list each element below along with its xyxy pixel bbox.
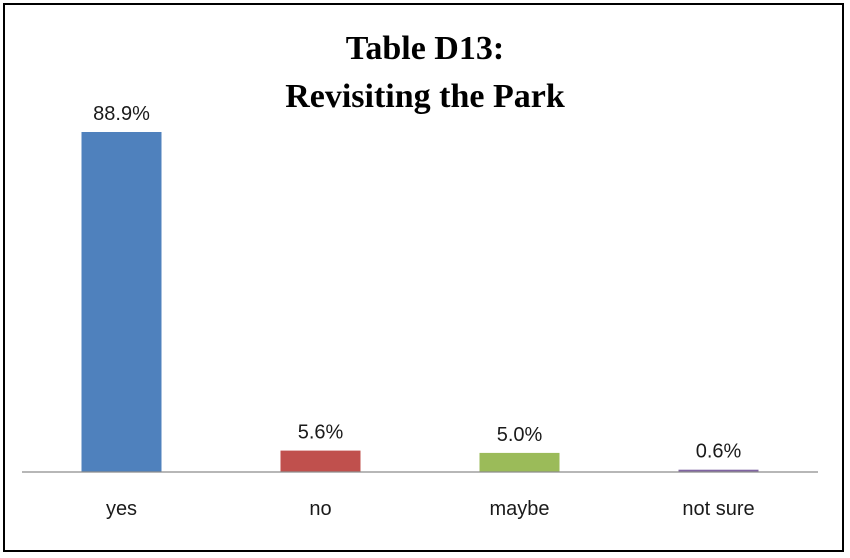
category-label-maybe: maybe (489, 498, 549, 520)
bar-no (280, 450, 361, 472)
chart-title-line-2: Revisiting the Park (285, 78, 565, 115)
category-label-yes: yes (106, 498, 137, 520)
category-label-not-sure: not sure (682, 498, 754, 520)
bar-yes (81, 132, 162, 472)
category-label-no: no (309, 498, 331, 520)
data-label-not-sure: 0.6% (696, 441, 742, 463)
chart-title-line-1: Table D13: (345, 30, 505, 67)
bars-group (81, 132, 759, 472)
data-label-no: 5.6% (298, 422, 344, 444)
bar-maybe (479, 452, 560, 472)
data-label-maybe: 5.0% (497, 424, 543, 446)
bar-not-sure (678, 469, 759, 472)
data-labels-group: 88.9% 5.6% 5.0% 0.6% (93, 103, 741, 463)
data-label-yes: 88.9% (93, 103, 150, 125)
category-labels-group: yes no maybe not sure (106, 498, 755, 520)
